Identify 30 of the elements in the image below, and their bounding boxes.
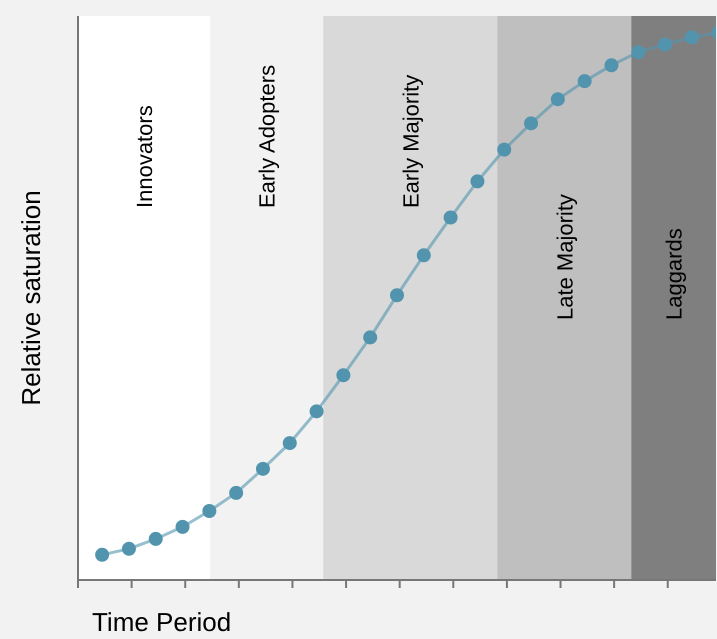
point <box>578 74 592 88</box>
annotation: Early Majority <box>398 74 424 208</box>
point <box>202 504 216 518</box>
point <box>497 142 512 157</box>
point <box>122 542 136 556</box>
point <box>148 532 163 546</box>
point <box>282 436 297 450</box>
point <box>604 58 618 72</box>
annotation: Late Majority <box>552 194 578 320</box>
point <box>416 248 431 262</box>
point <box>336 368 350 382</box>
point <box>229 486 244 500</box>
point <box>524 116 538 130</box>
annotation: Innovators <box>132 105 158 208</box>
point <box>310 404 324 418</box>
point <box>363 330 378 344</box>
point <box>631 45 646 60</box>
point <box>658 37 672 52</box>
y-axis-title: Relative saturation <box>16 190 46 406</box>
point <box>470 174 484 188</box>
point <box>95 548 110 562</box>
x-axis-title: Time Period <box>92 607 232 637</box>
point <box>176 520 190 534</box>
point <box>256 462 270 476</box>
point <box>390 288 404 302</box>
point <box>684 30 699 44</box>
annotation: Early Adopters <box>254 64 280 208</box>
annotation: Laggards <box>662 228 687 320</box>
point <box>550 92 565 106</box>
point <box>444 210 458 225</box>
